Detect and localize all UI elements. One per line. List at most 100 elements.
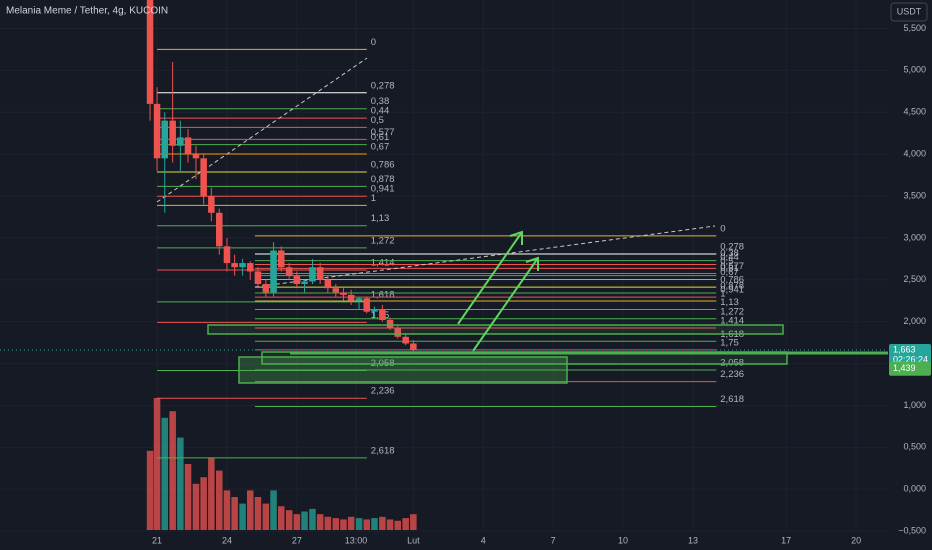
candle-body [316,267,324,280]
x-tick-label: Lut [407,535,420,545]
volume-bar [216,470,223,530]
fib-level-label: 0,786 [720,275,744,286]
volume-bar [309,508,316,530]
volume-bar [184,464,192,530]
candle-body [301,281,308,285]
candle-body [347,294,355,301]
fib-level-label: 0,878 [720,281,744,292]
y-tick-label: 4,500 [903,107,926,117]
candle-body [394,328,402,337]
candle-body [246,263,254,272]
fib-trendline [156,57,368,203]
candle-body [208,196,215,213]
volume-bar [340,519,347,530]
x-tick-label: 4 [481,535,486,545]
fib-level-label: 1,414 [371,258,395,269]
x-tick-label: 20 [851,535,861,545]
candle-body [386,320,394,329]
fib-level-label: 0,577 [720,261,744,272]
volume-bar [169,411,176,530]
volume-bar [177,437,184,530]
candles [146,0,417,352]
chart-title: Melania Meme / Tether, 4g, KUCOIN [6,6,168,17]
countdown-label: 02:26:24 [893,354,928,364]
candle-body [277,250,285,268]
fib-level-label: 1 [371,193,376,204]
fib-level-label: 0,5 [371,115,384,126]
volume-bar [277,506,285,530]
volume-bar [410,514,417,530]
fib-level-label: 0,278 [720,241,744,252]
y-tick-label: 0,000 [903,484,926,494]
fib-level-label: 2,236 [720,369,744,380]
candle-body [371,309,378,312]
fib-level-label: 0,67 [720,267,739,278]
fib-level-label: 0,61 [371,132,390,143]
fib-level-label: 0,577 [371,127,395,138]
volume-bar [153,398,161,530]
volume-bar [239,503,246,530]
volume-bar [146,450,154,530]
candle-body [270,250,277,293]
volume-bar [324,516,332,530]
candle-body [363,298,371,312]
fib-level-label: 0 [371,37,376,48]
y-tick-label: 0,500 [903,442,926,452]
fib-level-label: 1,414 [720,316,744,327]
arrow [457,230,523,325]
candle-body [177,137,184,146]
y-tick-label: 5,500 [903,23,926,33]
zone-box [207,324,784,335]
fib-level-label: 0,941 [371,184,395,195]
volume-bar [394,520,402,530]
fib-level-label: 1,272 [371,235,395,246]
currency-button[interactable] [890,2,928,22]
y-tick-label: 5,000 [903,65,926,75]
fib-level-label: 1,618 [371,289,395,300]
price-tag [889,361,931,376]
fib-level-label: 0,278 [371,80,395,91]
volume-bar [379,516,386,530]
fib-level-label: 1,13 [371,213,390,224]
volume-bar [208,457,215,530]
last-price-label: 1,663 [893,344,916,354]
volume-bar [301,511,308,530]
fib-level-label: 1,75 [720,337,739,348]
y-tick-label: 1,000 [903,400,926,410]
y-tick-label: 2,500 [903,274,926,284]
volume-bar [355,518,363,530]
fib-level-label: 1,13 [720,297,739,308]
fib-level-label: 0,878 [371,174,395,185]
last-price-tag [889,343,931,366]
fib-level-label: 0,38 [720,248,739,259]
price-axis: 5,500 5,000 4,500 4,000 3,500 3,000 2,500 2,000… [888,0,932,550]
candle-body [192,154,200,159]
candle-body [239,263,246,268]
x-tick-label: 27 [292,535,302,545]
x-tick-label: 17 [781,535,791,545]
fib-level-label: 0,38 [371,96,390,107]
y-tick-label: −0,500 [898,526,926,536]
x-tick-label: 21 [152,535,162,545]
volume-bar [371,518,378,530]
axis-background [888,0,932,550]
candle-body [402,336,409,344]
volume-bar [316,514,324,530]
currency-label: USDT [897,6,922,16]
volume-bar [254,497,262,530]
volume-bar [270,490,277,530]
y-tick-label: 3,500 [903,190,926,200]
volume-bar [231,497,238,530]
price-tag-label: 1,439 [893,363,916,373]
x-tick-label: 24 [222,535,232,545]
fib-level-label: 2,058 [720,357,744,368]
fib-level-label: 0,5 [720,256,733,267]
candle-body [169,120,176,146]
candle-body [379,309,386,321]
volume-bar [363,519,371,530]
x-tick-label: 10 [618,535,628,545]
candle-body [355,298,363,301]
